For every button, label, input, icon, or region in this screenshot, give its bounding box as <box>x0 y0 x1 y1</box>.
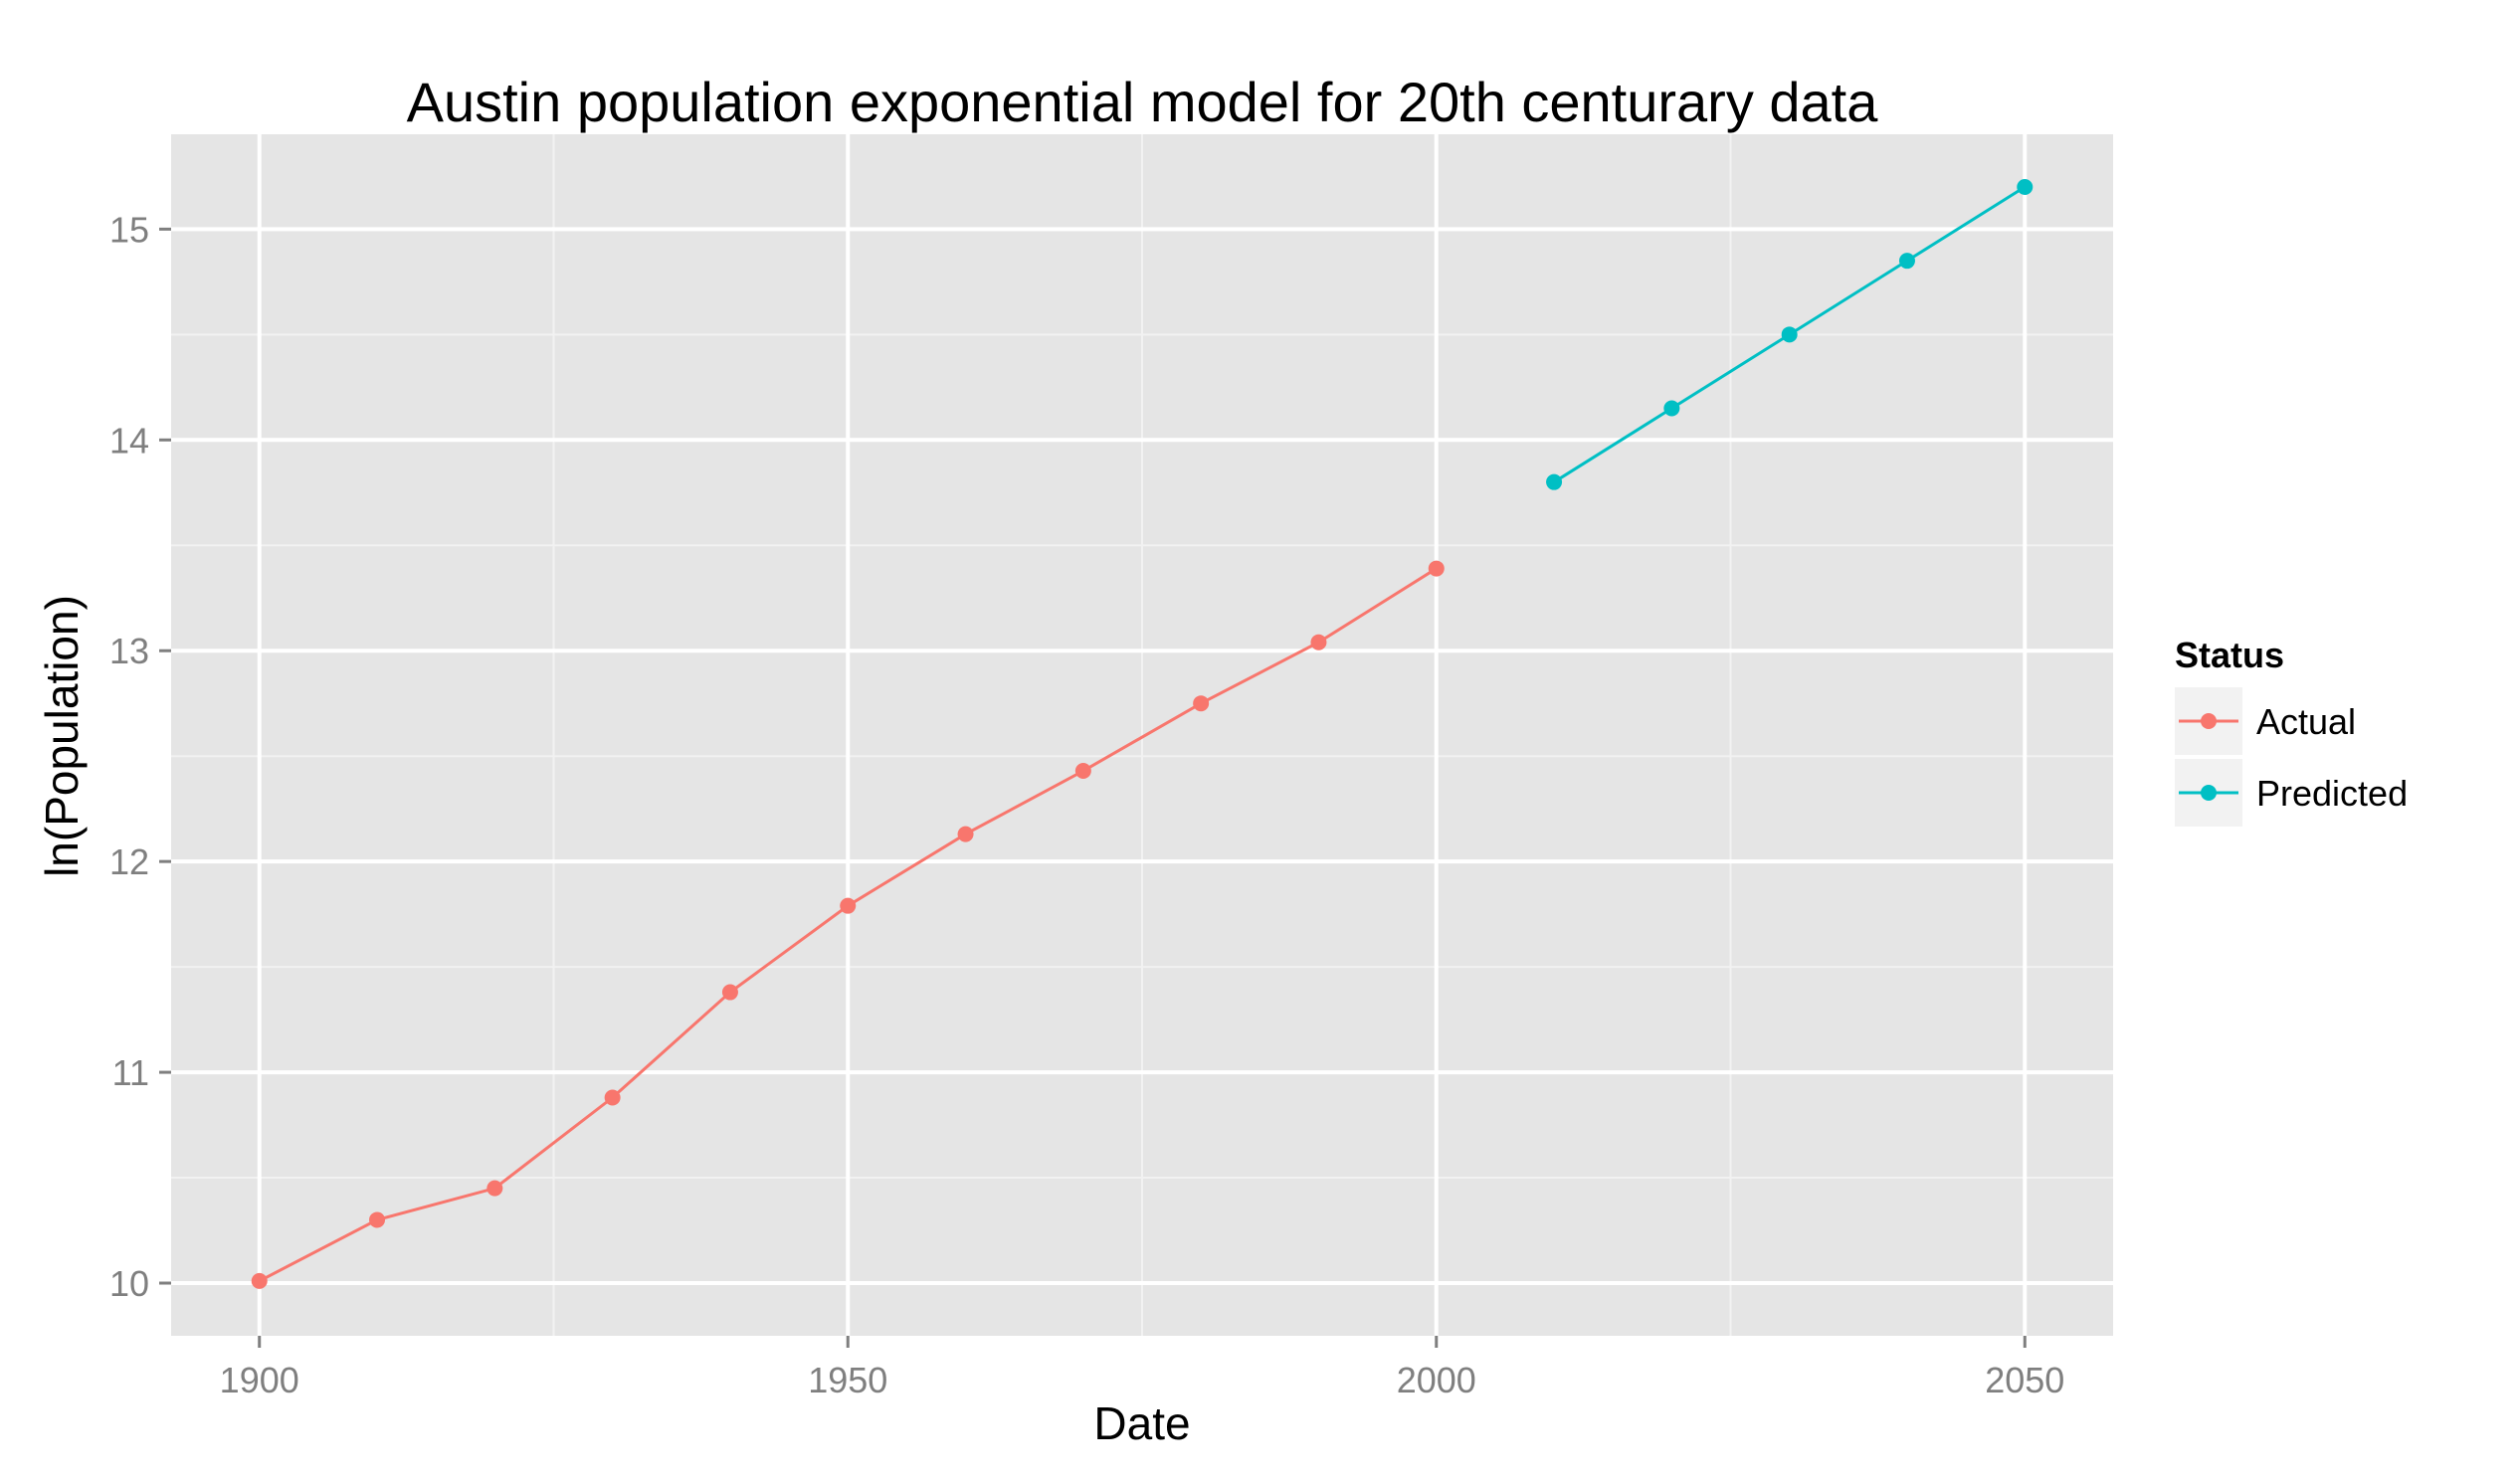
legend-item-predicted: Predicted <box>2175 759 2408 827</box>
data-point-actual <box>721 984 738 1001</box>
y-tick-label: 10 <box>109 1263 149 1304</box>
x-tick-label: 2000 <box>1397 1360 1476 1400</box>
legend-label: Actual <box>2256 701 2356 742</box>
y-tick-label: 13 <box>109 631 149 671</box>
data-point-actual <box>486 1180 503 1197</box>
data-point-actual <box>251 1272 268 1289</box>
x-axis: 1900 1950 2000 2050 <box>220 1336 2064 1400</box>
y-tick-label: 12 <box>109 841 149 882</box>
y-tick-label: 15 <box>109 209 149 250</box>
y-axis-label: ln(Population) <box>36 595 88 877</box>
data-point-actual <box>957 826 974 842</box>
data-point-actual <box>369 1211 386 1228</box>
legend-label: Predicted <box>2256 773 2408 814</box>
data-point-actual <box>1310 634 1327 650</box>
y-tick-label: 11 <box>112 1052 149 1093</box>
x-tick-label: 2050 <box>1985 1360 2064 1400</box>
legend: Status Actual Predicted <box>2175 635 2408 827</box>
data-point-predicted <box>2017 178 2034 195</box>
series-layer <box>251 178 2034 1289</box>
chart-title: Austin population exponential model for … <box>407 71 1879 133</box>
data-point-actual <box>604 1089 621 1106</box>
data-point-predicted <box>1663 400 1680 417</box>
data-point-actual <box>1428 560 1445 577</box>
x-axis-label: Date <box>1093 1397 1190 1449</box>
y-tick-label: 14 <box>109 420 149 461</box>
data-point-predicted <box>1898 253 1915 270</box>
data-point-predicted <box>1781 326 1798 343</box>
x-tick-label: 1950 <box>808 1360 887 1400</box>
legend-title: Status <box>2175 635 2284 675</box>
y-axis: 10 11 12 13 14 15 <box>109 209 171 1304</box>
data-point-predicted <box>1546 473 1563 490</box>
data-point-actual <box>1193 695 1210 712</box>
major-grid <box>171 134 2113 1336</box>
data-point-actual <box>840 897 857 914</box>
legend-items: Actual Predicted <box>2175 687 2408 827</box>
legend-key-point <box>2201 713 2217 729</box>
data-point-actual <box>1074 763 1091 780</box>
legend-item-actual: Actual <box>2175 687 2356 755</box>
legend-key-point <box>2201 785 2217 801</box>
x-tick-label: 1900 <box>220 1360 299 1400</box>
